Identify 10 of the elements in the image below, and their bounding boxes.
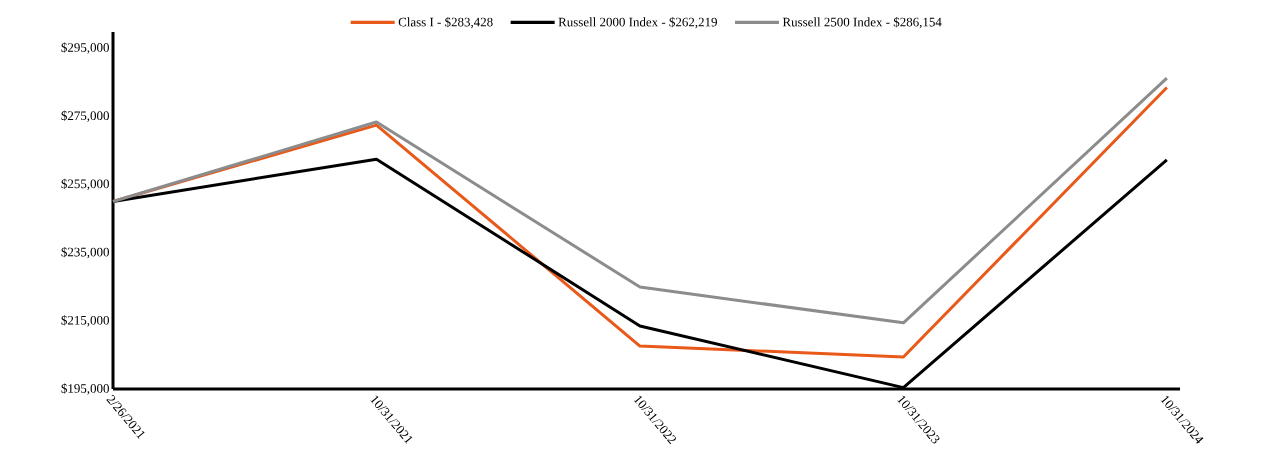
y-tick-label: $215,000 bbox=[61, 315, 109, 327]
legend-label: Russell 2500 Index - $286,154 bbox=[782, 16, 942, 29]
legend-label: Class I - $283,428 bbox=[398, 16, 493, 29]
y-tick-label: $275,000 bbox=[61, 110, 109, 122]
y-tick-label: $235,000 bbox=[61, 246, 109, 259]
y-tick-label: $195,000 bbox=[61, 383, 109, 395]
y-tick-label: $295,000 bbox=[61, 42, 109, 54]
line-series bbox=[111, 76, 1169, 325]
y-tick-label: $255,000 bbox=[61, 178, 109, 191]
legend-label: Russell 2000 Index - $262,219 bbox=[558, 16, 717, 29]
